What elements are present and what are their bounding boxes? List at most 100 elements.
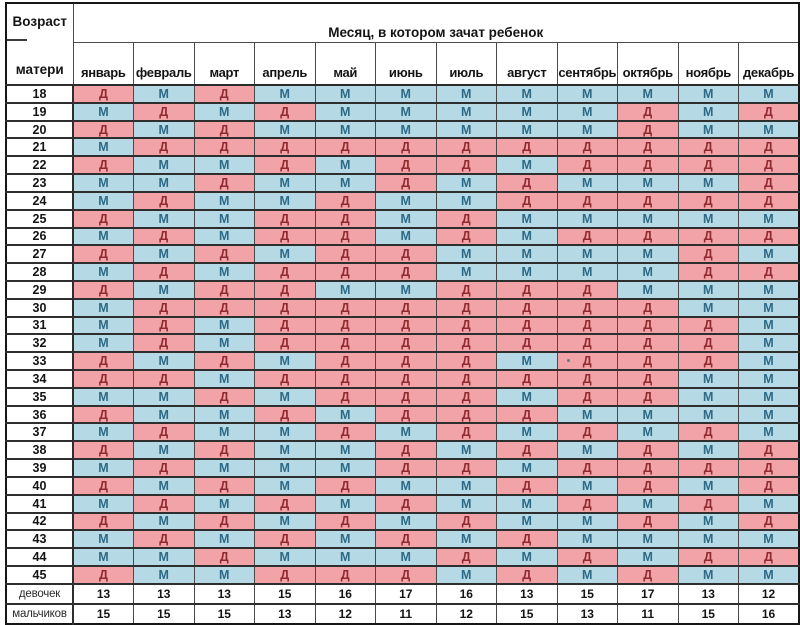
gender-cell: Д	[738, 226, 800, 246]
gender-cell: М	[254, 84, 316, 104]
gender-cell: Д	[556, 547, 618, 567]
age-cell: 37	[5, 422, 74, 442]
summary-row-мальчиков: мальчиков 15 15 15 13 12 11 12 15 13 11 15 16	[5, 603, 800, 625]
gender-cell: М	[375, 119, 437, 139]
gender-cell: М	[72, 173, 134, 193]
gender-cell: Д	[496, 297, 558, 318]
gender-cell: М	[133, 208, 195, 228]
gender-cell: М	[314, 404, 376, 424]
gender-cell: М	[254, 173, 316, 193]
gender-cell: М	[617, 493, 679, 513]
age-cell: 19	[5, 101, 74, 122]
gender-cell: М	[72, 190, 134, 211]
age-row-43: 43 М Д М Д М Д М Д М М М М	[5, 529, 800, 549]
gender-cell: Д	[254, 404, 316, 424]
gender-cell: Д	[375, 386, 437, 407]
gender-cell: М	[556, 262, 618, 282]
gender-cell: М	[556, 440, 618, 460]
gender-cell: Д	[677, 458, 739, 478]
gender-cell: М	[556, 564, 618, 585]
gender-cell: М	[133, 511, 195, 531]
gender-cell: М	[193, 529, 255, 549]
gender-cell: Д	[193, 84, 255, 104]
age-cell: 31	[5, 315, 74, 335]
gender-cell: М	[314, 279, 376, 300]
summary-value: 11	[617, 603, 679, 625]
gender-cell: М	[314, 84, 376, 104]
age-row-39: 39 М Д М М М Д Д М Д Д Д Д	[5, 458, 800, 478]
gender-cell: Д	[738, 262, 800, 282]
gender-cell: М	[193, 226, 255, 246]
age-row-23: 23 М М Д М М Д М Д М М М Д	[5, 173, 800, 193]
gender-cell: Д	[435, 511, 497, 531]
gender-cell: Д	[496, 173, 558, 193]
age-cell: 30	[5, 297, 74, 318]
gender-cell: Д	[375, 155, 437, 175]
gender-cell: Д	[133, 493, 195, 513]
gender-cell: Д	[556, 458, 618, 478]
gender-cell: Д	[193, 119, 255, 139]
gender-cell: М	[133, 155, 195, 175]
summary-value: 16	[738, 603, 800, 625]
gender-cell: М	[677, 101, 739, 122]
title-row: Возраст матери Месяц, в котором зачат ре…	[5, 2, 800, 86]
gender-cell: М	[617, 404, 679, 424]
gender-cell: М	[133, 547, 195, 567]
gender-cell: М	[496, 208, 558, 228]
gender-cell: Д	[738, 155, 800, 175]
gender-cell: Д	[435, 226, 497, 246]
gender-cell: М	[435, 119, 497, 139]
gender-cell: М	[496, 244, 558, 264]
gender-cell: Д	[193, 440, 255, 460]
gender-cell: М	[677, 84, 739, 104]
gender-cell: Д	[72, 564, 134, 585]
gender-cell: Д	[72, 208, 134, 228]
gender-cell: Д	[375, 458, 437, 478]
gender-cell: М	[556, 119, 618, 139]
gender-cell: М	[375, 475, 437, 496]
gender-cell: Д	[133, 529, 195, 549]
gender-cell: М	[435, 475, 497, 496]
gender-cell: Д	[435, 369, 497, 389]
gender-cell: М	[314, 173, 376, 193]
gender-cell: М	[738, 493, 800, 513]
age-cell: 22	[5, 155, 74, 175]
gender-cell: Д	[617, 190, 679, 211]
gender-cell: М	[375, 101, 437, 122]
gender-cell: М	[738, 529, 800, 549]
gender-cell: Д	[254, 226, 316, 246]
gender-cell: Д	[617, 155, 679, 175]
gender-cell: Д	[677, 155, 739, 175]
summary-value: 15	[72, 603, 134, 625]
summary-value: 13	[556, 603, 618, 625]
age-row-29: 29 Д М Д Д М М Д Д Д М М М	[5, 279, 800, 300]
gender-cell: Д	[254, 369, 316, 389]
age-row-41: 41 М Д М Д М Д М М Д М Д М	[5, 493, 800, 513]
summary-value: 13	[72, 583, 134, 605]
gender-cell: Д	[556, 279, 618, 300]
gender-cell: Д	[314, 208, 376, 228]
gender-cell: М	[677, 511, 739, 531]
gender-cell: М	[72, 333, 134, 353]
gender-cell: М	[72, 422, 134, 442]
age-row-24: 24 М Д М М Д М М Д Д Д Д Д	[5, 190, 800, 211]
gender-cell: М	[738, 404, 800, 424]
gender-cell: Д	[314, 262, 376, 282]
month-header-11: ноябрь	[677, 41, 739, 86]
gender-cell: Д	[72, 279, 134, 300]
gender-cell: М	[677, 208, 739, 228]
gender-cell: Д	[133, 315, 195, 335]
gender-cell: Д	[617, 369, 679, 389]
gender-cell: Д	[375, 440, 437, 460]
age-row-20: 20 Д М Д М М М М М М Д М М	[5, 119, 800, 139]
gender-cell: Д	[133, 190, 195, 211]
age-row-30: 30 М Д Д Д Д Д Д Д Д Д М М	[5, 297, 800, 318]
gender-cell: М	[254, 547, 316, 567]
gender-cell: Д	[254, 315, 316, 335]
gender-cell: Д	[677, 547, 739, 567]
gender-cell: Д	[254, 208, 316, 228]
gender-cell: М	[677, 173, 739, 193]
month-header-1: январь	[72, 41, 134, 86]
age-row-38: 38 Д М Д М М Д М Д М Д М Д	[5, 440, 800, 460]
gender-cell: Д	[193, 244, 255, 264]
